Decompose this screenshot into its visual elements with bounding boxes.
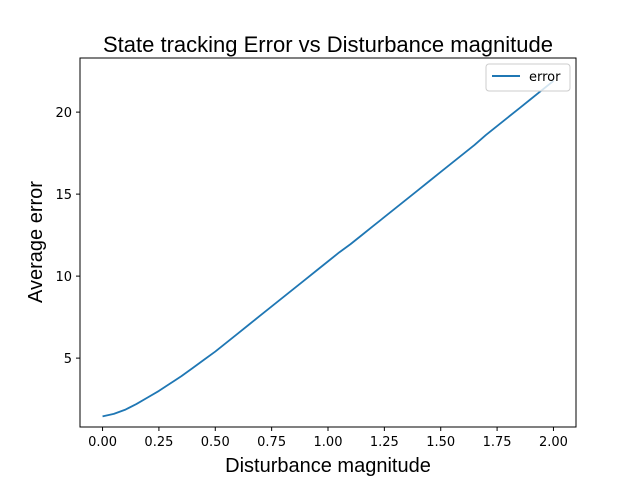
x-tick-label: 1.50 [426,435,455,450]
x-tick-label: 1.75 [483,435,512,450]
series-line-error [102,80,555,418]
x-tick-label: 1.00 [314,435,343,450]
x-axis-ticks: 0.00 0.25 0.50 0.75 1.00 1.25 1.50 1.75 2.00 [88,427,568,450]
x-tick-label: 0.00 [88,435,117,450]
y-tick-label: 15 [55,188,72,203]
y-axis-ticks: 5 10 15 20 [55,106,80,367]
x-tick-label: 0.50 [201,435,230,450]
x-tick-label: 0.25 [144,435,173,450]
x-axis-label: Disturbance magnitude [225,455,431,477]
y-tick-label: 20 [55,106,72,121]
x-tick-label: 2.00 [539,435,568,450]
legend: error [485,63,571,92]
legend-label-error: error [529,70,561,85]
x-tick-label: 0.75 [257,435,286,450]
y-tick-label: 10 [55,270,72,285]
x-tick-label: 1.25 [370,435,399,450]
legend-box [485,63,571,92]
y-tick-label: 5 [64,352,72,367]
series-layer [102,80,555,418]
chart-title: State tracking Error vs Disturbance magn… [103,32,553,57]
y-axis-label: Average error [25,181,47,303]
